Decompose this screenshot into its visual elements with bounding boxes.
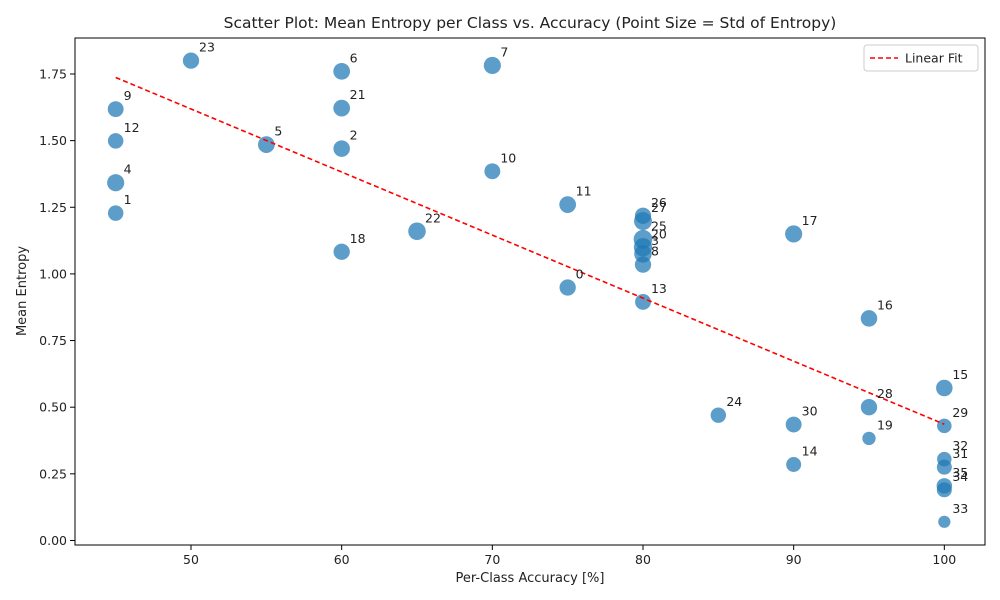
data-point-label: 23 bbox=[199, 40, 215, 55]
data-point-label: 13 bbox=[651, 281, 667, 296]
plot-frame bbox=[74, 37, 986, 546]
x-tick-label: 100 bbox=[932, 552, 956, 567]
data-point bbox=[785, 225, 803, 243]
data-point bbox=[333, 243, 350, 260]
data-point bbox=[333, 140, 350, 157]
data-point-label: 16 bbox=[877, 297, 893, 312]
legend-fit-line-label: Linear Fit bbox=[905, 51, 963, 66]
data-point-label: 26 bbox=[651, 195, 667, 210]
data-point-label: 1 bbox=[124, 192, 132, 207]
data-point bbox=[559, 196, 577, 213]
y-tick-label: 1.75 bbox=[39, 66, 67, 81]
data-point bbox=[633, 229, 653, 249]
data-point bbox=[483, 56, 501, 75]
data-point bbox=[937, 451, 952, 467]
y-tick-label: 1.25 bbox=[39, 200, 67, 215]
data-point bbox=[634, 212, 652, 231]
y-tick-label: 0.25 bbox=[39, 466, 67, 481]
data-point-label: 28 bbox=[877, 386, 893, 401]
data-point-label: 11 bbox=[576, 184, 592, 199]
x-tick-label: 60 bbox=[334, 552, 350, 567]
data-point bbox=[860, 310, 878, 327]
data-point-label: 35 bbox=[952, 465, 968, 480]
data-point bbox=[333, 99, 351, 117]
x-tick-label: 80 bbox=[635, 552, 651, 567]
data-point bbox=[936, 478, 953, 494]
data-point-label: 18 bbox=[350, 231, 366, 246]
data-point-label: 29 bbox=[952, 405, 968, 420]
data-point bbox=[182, 52, 200, 69]
data-point bbox=[634, 256, 652, 273]
data-point-label: 30 bbox=[802, 404, 818, 419]
x-axis-title: Per-Class Accuracy [%] bbox=[456, 571, 605, 586]
data-point-label: 12 bbox=[124, 120, 140, 135]
y-tick-label: 0.75 bbox=[39, 333, 67, 348]
data-point bbox=[408, 222, 426, 241]
data-point bbox=[107, 174, 125, 192]
y-tick-label: 0.50 bbox=[39, 400, 67, 415]
data-point-label: 2 bbox=[350, 128, 358, 143]
x-tick-label: 90 bbox=[786, 552, 802, 567]
y-tick-label: 1.50 bbox=[39, 133, 67, 148]
data-point bbox=[107, 133, 124, 149]
linear-fit-line bbox=[115, 76, 945, 425]
data-point-label: 14 bbox=[802, 443, 818, 458]
data-point-label: 22 bbox=[425, 210, 441, 225]
legend-box bbox=[863, 44, 979, 72]
data-point bbox=[257, 136, 275, 153]
data-point-label: 8 bbox=[651, 244, 659, 259]
data-point-label: 6 bbox=[350, 50, 358, 65]
data-point-label: 19 bbox=[877, 417, 893, 432]
data-point-label: 17 bbox=[802, 213, 818, 228]
data-point-label: 5 bbox=[274, 124, 282, 139]
data-point bbox=[936, 379, 953, 397]
data-point bbox=[860, 399, 878, 416]
y-tick-label: 1.00 bbox=[39, 266, 67, 281]
data-point bbox=[785, 416, 802, 433]
x-axis: 50 60 70 80 90 100 bbox=[183, 545, 956, 567]
data-point-label: 4 bbox=[124, 162, 132, 177]
data-point bbox=[333, 62, 351, 80]
legend: Linear Fit bbox=[863, 44, 979, 72]
data-point bbox=[107, 205, 124, 221]
data-point bbox=[107, 101, 124, 118]
data-point-label: 27 bbox=[651, 200, 667, 215]
data-point-label: 21 bbox=[350, 87, 366, 102]
data-point bbox=[938, 515, 951, 528]
data-point-label: 24 bbox=[726, 394, 742, 409]
data-point-label: 33 bbox=[952, 501, 968, 516]
y-axis: 0.00 0.25 0.50 0.75 1.00 1.25 1.50 1.75 bbox=[39, 66, 75, 548]
data-point-label: 3 bbox=[651, 233, 659, 248]
x-tick-label: 70 bbox=[484, 552, 500, 567]
data-point-label: 32 bbox=[952, 438, 968, 453]
data-point-label: 7 bbox=[500, 44, 508, 59]
data-point-label: 31 bbox=[952, 446, 968, 461]
data-point bbox=[559, 279, 576, 296]
data-point-label: 9 bbox=[124, 88, 132, 103]
data-point-label: 10 bbox=[500, 150, 516, 165]
data-point bbox=[862, 431, 876, 446]
data-point bbox=[635, 293, 651, 310]
y-axis-title: Mean Entropy bbox=[15, 246, 30, 336]
data-point bbox=[786, 457, 802, 472]
data-point bbox=[484, 163, 501, 180]
data-point-label: 25 bbox=[651, 218, 667, 233]
data-point bbox=[710, 407, 727, 423]
data-point-label: 0 bbox=[576, 267, 584, 282]
data-point-label: 15 bbox=[952, 367, 968, 382]
data-point bbox=[937, 418, 952, 434]
chart-title: Scatter Plot: Mean Entropy per Class vs.… bbox=[224, 14, 837, 32]
x-tick-label: 50 bbox=[183, 552, 199, 567]
data-point-label: 20 bbox=[651, 226, 667, 241]
y-tick-label: 0.00 bbox=[39, 533, 67, 548]
data-point-label: 34 bbox=[952, 469, 968, 484]
